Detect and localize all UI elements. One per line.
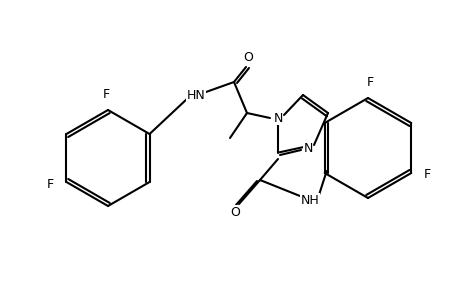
Text: F: F (366, 76, 373, 88)
Text: N: N (302, 142, 312, 154)
Text: O: O (242, 50, 252, 64)
Text: NH: NH (300, 194, 319, 206)
Text: F: F (47, 178, 54, 190)
Text: O: O (230, 206, 240, 218)
Text: F: F (423, 169, 430, 182)
Text: N: N (273, 112, 282, 124)
Text: HN: HN (186, 88, 205, 101)
Text: F: F (102, 88, 109, 100)
